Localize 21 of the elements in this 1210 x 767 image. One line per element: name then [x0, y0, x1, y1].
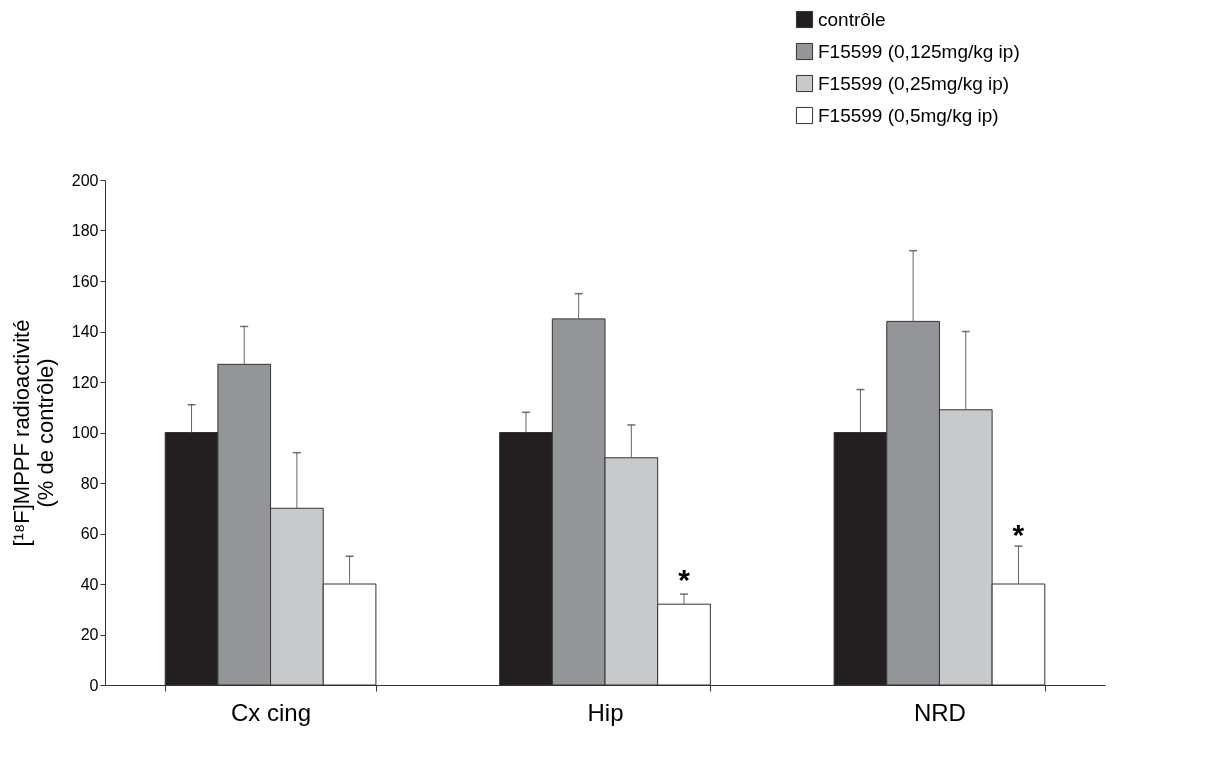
legend-label: F15599 (0,25mg/kg ip) [818, 72, 1010, 94]
annotation: * [1012, 518, 1025, 552]
x-tick-label: NRD [913, 698, 966, 726]
y-tick-label: 60 [80, 525, 99, 542]
y-tick-label: 120 [71, 373, 99, 391]
x-tick-label: Cx cing [231, 698, 312, 726]
y-tick-label: 180 [71, 222, 99, 239]
annotation: * [678, 563, 691, 597]
y-tick-label: 160 [71, 272, 99, 290]
y-tick-label: 100 [71, 424, 99, 441]
y-tick-label: 200 [71, 171, 99, 189]
y-axis-title: [¹⁸F]MPPF radioactivité (% de contrôle) [8, 319, 58, 547]
legend-label: contrôle [818, 8, 886, 30]
y-tick-label: 40 [80, 575, 99, 593]
y-tick-label: 80 [80, 474, 99, 492]
legend-label: F15599 (0,5mg/kg ip) [818, 104, 999, 126]
legend-label: F15599 (0,125mg/kg ip) [818, 40, 1020, 62]
x-tick-label: Hip [587, 698, 624, 726]
y-tick-label: 140 [71, 323, 99, 340]
y-tick-label: 0 [89, 676, 99, 694]
y-tick-label: 20 [80, 626, 99, 643]
